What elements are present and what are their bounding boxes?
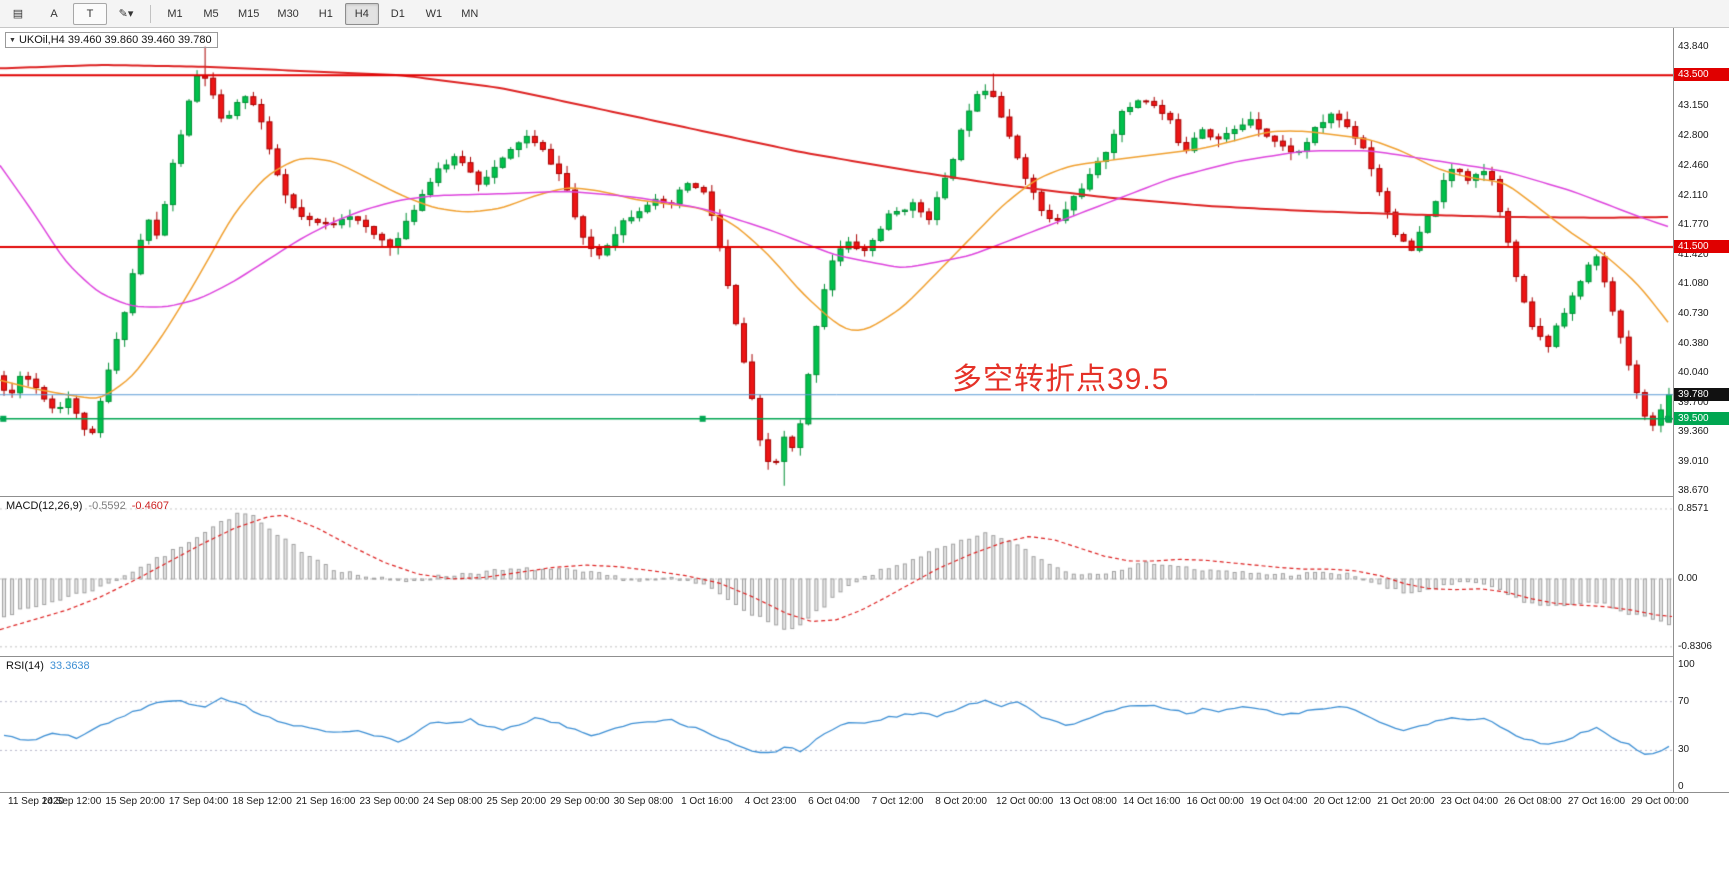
timeframe-button-group: M1 M5 M15 M30 H1 H4 D1 W1 MN — [157, 0, 488, 27]
timeframe-mn-button[interactable]: MN — [461, 7, 479, 20]
timeframe-d1-button[interactable]: D1 — [390, 7, 405, 20]
rsi-label: RSI(14) 33.3638 — [6, 660, 96, 672]
axis-separator — [1673, 28, 1674, 792]
time-tick-label: 1 Oct 16:00 — [681, 796, 733, 807]
symbol-ohlc-text: UKOil,H4 39.460 39.860 39.460 39.780 — [18, 34, 212, 46]
timeframe-m1-button[interactable]: M1 — [167, 7, 183, 20]
price-axis[interactable]: 43.840 43.150 42.800 42.460 42.110 41.770 41.4… — [1674, 28, 1729, 792]
toolbar-icon-group: ▤ A T ✎▾ — [0, 0, 144, 27]
price-tag-41.500: 41.500 — [1674, 240, 1729, 253]
time-tick-label: 21 Oct 20:00 — [1377, 796, 1435, 807]
time-tick-label: 29 Oct 00:00 — [1631, 796, 1689, 807]
time-tick-label: 14 Oct 16:00 — [1123, 796, 1181, 807]
price-tick-label: 0.8571 — [1678, 502, 1709, 514]
symbol-ohlc-label: ▼ UKOil,H4 39.460 39.860 39.460 39.780 — [5, 32, 218, 48]
price-tick-label: 38.670 — [1678, 485, 1709, 497]
time-tick-label: 18 Sep 12:00 — [232, 796, 292, 807]
price-tick-label: 43.150 — [1678, 100, 1709, 112]
draw-tool-button[interactable]: ✎▾ — [118, 8, 134, 20]
toolbar-separator — [150, 4, 151, 23]
price-tick-label: 30 — [1678, 744, 1690, 756]
macd-label: MACD(12,26,9) -0.5592 -0.4607 — [6, 500, 175, 512]
time-axis[interactable]: 11 Sep 2020 14 Sep 12:00 15 Sep 20:00 17 Se… — [0, 792, 1729, 814]
time-tick-label: 6 Oct 04:00 — [808, 796, 860, 807]
chart-list-icon[interactable]: ▤ — [12, 8, 24, 20]
price-tick-label: 39.010 — [1678, 455, 1709, 467]
timeframe-m5-button[interactable]: M5 — [203, 7, 219, 20]
time-tick-label: 17 Sep 04:00 — [168, 796, 229, 807]
rsi-chart-canvas[interactable] — [0, 657, 1673, 792]
timeframe-h4-button[interactable]: H4 — [344, 2, 379, 25]
time-tick-label: 12 Oct 00:00 — [995, 796, 1054, 807]
price-tag-39.780: 39.780 — [1674, 387, 1729, 401]
time-tick-label: 26 Oct 08:00 — [1504, 796, 1562, 807]
price-tag-43.500: 43.500 — [1674, 68, 1729, 82]
price-tick-label: 40.730 — [1678, 308, 1709, 320]
time-tick-label: 8 Oct 20:00 — [935, 796, 987, 807]
price-tick-label: 41.080 — [1678, 278, 1709, 290]
font-a-button[interactable]: A — [50, 7, 58, 20]
time-tick-label: 11 Sep 2020 — [8, 796, 64, 807]
timeframe-m30-button[interactable]: M30 — [277, 7, 299, 20]
macd-signal-value: -0.4607 — [131, 500, 170, 512]
time-tick-label: 4 Oct 23:00 — [744, 796, 797, 807]
price-tick-label: -0.8306 — [1678, 640, 1712, 652]
macd-panel: MACD(12,26,9) -0.5592 -0.4607 — [0, 496, 1729, 656]
price-tag-39.500: 39.500 — [1674, 411, 1729, 425]
time-tick-label: 19 Oct 04:00 — [1250, 796, 1308, 807]
time-tick-label: 16 Oct 00:00 — [1186, 796, 1244, 807]
price-tick-label: 39.360 — [1678, 425, 1709, 437]
collapse-triangle-icon[interactable]: ▼ — [9, 37, 16, 44]
time-tick-label: 21 Sep 16:00 — [295, 796, 356, 807]
price-chart-canvas[interactable] — [0, 28, 1673, 496]
price-tick-label: 0.00 — [1678, 572, 1698, 584]
price-tick-label: 42.800 — [1678, 130, 1709, 142]
price-tick-label: 42.110 — [1678, 189, 1708, 201]
price-tick-label: 43.840 — [1678, 41, 1709, 53]
time-tick-label: 24 Sep 08:00 — [423, 796, 483, 807]
price-tick-label: 0 — [1678, 781, 1684, 793]
timeframe-w1-button[interactable]: W1 — [425, 7, 443, 20]
chart-text-annotation[interactable]: 多空转折点39.5 — [952, 363, 1170, 396]
price-tick-label: 40.040 — [1678, 367, 1709, 379]
main-chart-panel: ▼ UKOil,H4 39.460 39.860 39.460 39.780 多空… — [0, 28, 1729, 496]
time-tick-label: 23 Sep 00:00 — [359, 796, 419, 807]
time-tick-label: 20 Oct 12:00 — [1313, 796, 1371, 807]
timeframe-h1-button[interactable]: H1 — [318, 7, 333, 20]
toolbar: ▤ A T ✎▾ M1 M5 M15 M30 H1 H4 D1 W1 MN — [0, 0, 1729, 28]
price-tick-label: 41.420 — [1678, 248, 1709, 260]
time-tick-label: 14 Sep 12:00 — [41, 796, 102, 807]
macd-chart-canvas[interactable] — [0, 497, 1673, 656]
rsi-panel: RSI(14) 33.3638 — [0, 656, 1729, 792]
time-tick-label: 13 Oct 08:00 — [1059, 796, 1117, 807]
time-tick-label: 29 Sep 00:00 — [550, 796, 610, 807]
time-tick-label: 23 Oct 04:00 — [1440, 796, 1499, 807]
price-tick-label: 41.770 — [1678, 218, 1709, 230]
time-tick-label: 25 Sep 20:00 — [486, 796, 547, 807]
time-tick-label: 30 Sep 08:00 — [613, 796, 674, 807]
price-tick-label: 40.380 — [1678, 338, 1709, 350]
text-label-button[interactable]: T — [73, 2, 107, 25]
price-tick-label: 100 — [1678, 659, 1695, 671]
rsi-name: RSI(14) — [6, 660, 44, 672]
macd-name: MACD(12,26,9) — [6, 500, 83, 512]
price-tick-label: 39.700 — [1678, 396, 1709, 408]
time-tick-label: 27 Oct 16:00 — [1567, 796, 1626, 807]
time-tick-label: 7 Oct 12:00 — [871, 796, 924, 807]
rsi-value: 33.3638 — [49, 660, 90, 672]
time-tick-label: 15 Sep 20:00 — [105, 796, 165, 807]
price-tick-label: 70 — [1678, 695, 1690, 707]
macd-value: -0.5592 — [88, 500, 126, 512]
price-tick-label: 42.460 — [1678, 159, 1709, 171]
timeframe-m15-button[interactable]: M15 — [238, 7, 260, 20]
